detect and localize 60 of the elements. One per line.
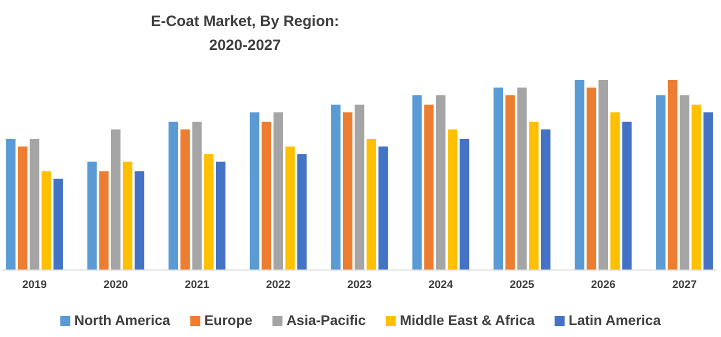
bar [180, 129, 190, 270]
bar [622, 122, 632, 270]
bar [216, 162, 226, 270]
bar [134, 171, 144, 270]
bar [460, 138, 470, 270]
bar [586, 88, 596, 270]
bar [505, 95, 515, 270]
bar [18, 146, 28, 270]
legend-label: North America [74, 312, 170, 328]
x-tick-label: 2019 [22, 278, 47, 291]
bar [250, 112, 260, 270]
bar [424, 104, 434, 270]
bar [354, 104, 364, 270]
bar [540, 129, 550, 270]
bar [99, 171, 109, 270]
bar [517, 88, 527, 270]
bar [574, 80, 584, 270]
x-tick-label: 2022 [266, 278, 290, 291]
x-tick-label: 2024 [428, 278, 454, 291]
bar [168, 122, 178, 270]
bar [412, 95, 422, 270]
bar [668, 80, 678, 270]
legend-label: Latin America [568, 312, 661, 328]
bar [285, 146, 295, 270]
bar [680, 95, 690, 270]
bar [378, 146, 388, 270]
bar [30, 138, 40, 270]
bar [122, 162, 132, 270]
bar [656, 95, 666, 270]
x-tick-label: 2021 [184, 278, 210, 291]
x-tick-label: 2020 [104, 278, 128, 291]
bar [111, 129, 120, 270]
bar [436, 95, 446, 270]
x-tick-label: 2026 [591, 278, 616, 291]
bar [53, 178, 63, 270]
bar [274, 112, 283, 270]
bar [342, 112, 352, 270]
bar [42, 171, 52, 270]
bar [703, 112, 713, 270]
x-tick-label: 2023 [347, 278, 372, 291]
bar [204, 154, 214, 270]
bar [529, 122, 539, 270]
bar [448, 129, 458, 270]
bar [610, 112, 620, 270]
x-tick-label: 2027 [672, 278, 697, 291]
legend-label: Middle East & Africa [400, 312, 535, 328]
bar [692, 104, 702, 270]
chart-title: E-Coat Market, By Region: 2020-2027 [150, 13, 340, 54]
bar [6, 138, 16, 270]
legend-label: Asia-Pacific [286, 312, 366, 328]
bar [598, 80, 608, 270]
bar [494, 88, 504, 270]
bar [331, 104, 341, 270]
x-tick-label: 2025 [510, 278, 534, 291]
bar [87, 162, 97, 270]
bar [297, 154, 307, 270]
bar [366, 138, 376, 270]
bar [262, 122, 272, 270]
legend-label: Europe [204, 312, 253, 328]
bar [192, 122, 202, 270]
